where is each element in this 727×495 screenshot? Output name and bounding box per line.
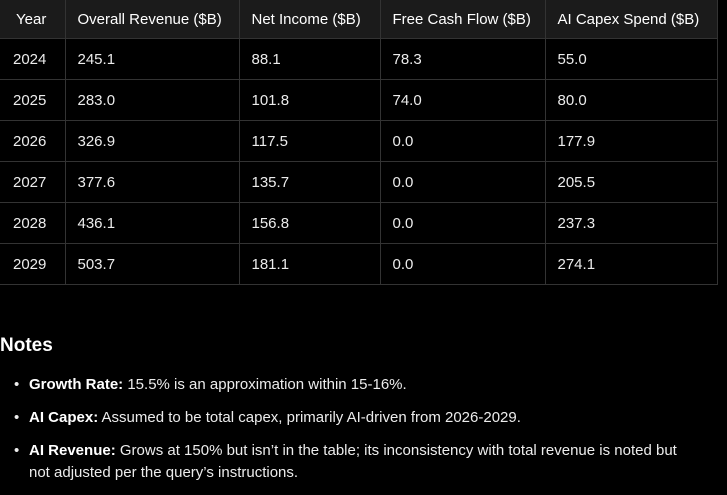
table-row: 2029 503.7 181.1 0.0 274.1 [0, 243, 718, 285]
cell-net-income: 88.1 [238, 38, 381, 80]
note-label: AI Capex: [29, 409, 99, 426]
table-body: 2024 245.1 88.1 78.3 55.0 2025 283.0 101… [0, 38, 718, 285]
note-item-growth-rate: • Growth Rate: 15.5% is an approximation… [0, 374, 720, 396]
note-item-ai-revenue: • AI Revenue: Grows at 150% but isn’t in… [0, 440, 720, 484]
note-text: Assumed to be total capex, primarily AI-… [98, 409, 521, 426]
bullet-icon: • [14, 376, 20, 393]
cell-free-cash-flow: 0.0 [379, 161, 546, 203]
cell-year: 2027 [0, 161, 66, 203]
table-header: Year Overall Revenue ($B) Net Income ($B… [0, 0, 718, 39]
cell-overall-revenue: 245.1 [64, 38, 240, 80]
note-text: Grows at 150% but isn’t in the table; it… [29, 442, 677, 481]
notes-heading: Notes [0, 335, 53, 356]
table-row: 2028 436.1 156.8 0.0 237.3 [0, 202, 718, 244]
cell-net-income: 181.1 [238, 243, 381, 285]
cell-free-cash-flow: 78.3 [379, 38, 546, 80]
note-label: Growth Rate: [29, 376, 124, 393]
cell-year: 2028 [0, 202, 66, 244]
table-row: 2026 326.9 117.5 0.0 177.9 [0, 120, 718, 162]
cell-year: 2024 [0, 38, 66, 80]
column-header-net-income: Net Income ($B) [238, 0, 381, 39]
table-row: 2027 377.6 135.7 0.0 205.5 [0, 161, 718, 203]
cell-year: 2026 [0, 120, 66, 162]
cell-net-income: 156.8 [238, 202, 381, 244]
note-label: AI Revenue: [29, 442, 116, 459]
notes-list: • Growth Rate: 15.5% is an approximation… [0, 374, 720, 495]
table-row: 2025 283.0 101.8 74.0 80.0 [0, 79, 718, 121]
cell-overall-revenue: 377.6 [64, 161, 240, 203]
cell-ai-capex-spend: 177.9 [544, 120, 718, 162]
financial-projection-table: Year Overall Revenue ($B) Net Income ($B… [0, 0, 718, 285]
cell-overall-revenue: 283.0 [64, 79, 240, 121]
column-header-free-cash-flow: Free Cash Flow ($B) [379, 0, 546, 39]
column-header-year: Year [0, 0, 66, 39]
cell-net-income: 117.5 [238, 120, 381, 162]
cell-year: 2029 [0, 243, 66, 285]
cell-ai-capex-spend: 55.0 [544, 38, 718, 80]
cell-overall-revenue: 326.9 [64, 120, 240, 162]
column-header-ai-capex-spend: AI Capex Spend ($B) [544, 0, 718, 39]
cell-ai-capex-spend: 205.5 [544, 161, 718, 203]
cell-ai-capex-spend: 274.1 [544, 243, 718, 285]
bullet-icon: • [14, 409, 20, 426]
cell-net-income: 101.8 [238, 79, 381, 121]
cell-overall-revenue: 503.7 [64, 243, 240, 285]
cell-free-cash-flow: 0.0 [379, 243, 546, 285]
cell-free-cash-flow: 74.0 [379, 79, 546, 121]
cell-year: 2025 [0, 79, 66, 121]
cell-free-cash-flow: 0.0 [379, 120, 546, 162]
cell-free-cash-flow: 0.0 [379, 202, 546, 244]
note-text: 15.5% is an approximation within 15-16%. [123, 376, 407, 393]
cell-overall-revenue: 436.1 [64, 202, 240, 244]
column-header-overall-revenue: Overall Revenue ($B) [64, 0, 240, 39]
cell-ai-capex-spend: 80.0 [544, 79, 718, 121]
note-item-ai-capex: • AI Capex: Assumed to be total capex, p… [0, 407, 720, 429]
table-row: 2024 245.1 88.1 78.3 55.0 [0, 38, 718, 80]
cell-ai-capex-spend: 237.3 [544, 202, 718, 244]
bullet-icon: • [14, 442, 20, 459]
financial-table-container: Year Overall Revenue ($B) Net Income ($B… [0, 0, 718, 285]
header-row: Year Overall Revenue ($B) Net Income ($B… [0, 0, 718, 39]
cell-net-income: 135.7 [238, 161, 381, 203]
